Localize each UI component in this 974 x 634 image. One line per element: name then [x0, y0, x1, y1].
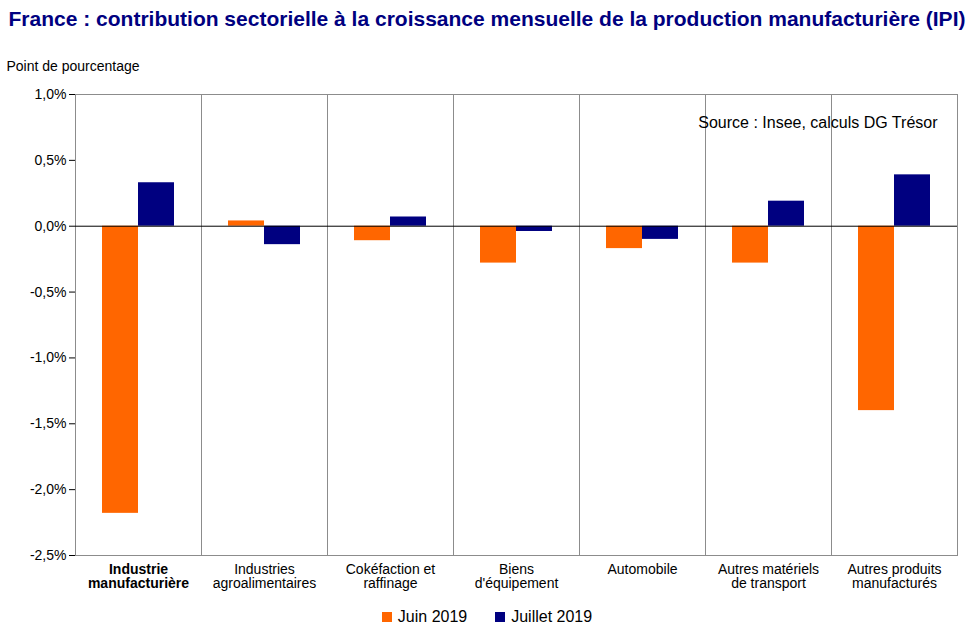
- svg-text:Source : Insee, calculs DG Tré: Source : Insee, calculs DG Trésor: [698, 114, 938, 131]
- svg-text:-1,0%: -1,0%: [30, 349, 67, 365]
- svg-text:-1,5%: -1,5%: [30, 415, 67, 431]
- svg-text:Industriemanufacturière: Industriemanufacturière: [88, 561, 189, 591]
- svg-text:-0,5%: -0,5%: [30, 284, 67, 300]
- svg-text:Autres matérielsde transport: Autres matérielsde transport: [718, 561, 819, 591]
- html-text:Juin 2019: Juin 2019: [397, 608, 468, 625]
- svg-text:Autres produitsmanufacturés: Autres produitsmanufacturés: [847, 561, 941, 591]
- svg-text:-2,0%: -2,0%: [30, 481, 67, 497]
- svg-text:Point de pourcentage: Point de pourcentage: [7, 58, 140, 74]
- svg-text:0,0%: 0,0%: [35, 218, 67, 234]
- html-text:Juillet 2019: Juillet 2019: [511, 608, 593, 625]
- html-text:France : contribution sectorie: France : contribution sectorielle à la c…: [8, 7, 966, 30]
- svg-text:Industriesagroalimentaires: Industriesagroalimentaires: [213, 561, 317, 591]
- svg-text:Automobile: Automobile: [607, 561, 677, 577]
- svg-text:-2,5%: -2,5%: [30, 547, 67, 563]
- svg-text:Cokéfaction etraffinage: Cokéfaction etraffinage: [346, 561, 436, 591]
- svg-text:0,5%: 0,5%: [35, 152, 67, 168]
- svg-text:1,0%: 1,0%: [35, 86, 67, 102]
- svg-text:Biensd'équipement: Biensd'équipement: [475, 561, 559, 591]
